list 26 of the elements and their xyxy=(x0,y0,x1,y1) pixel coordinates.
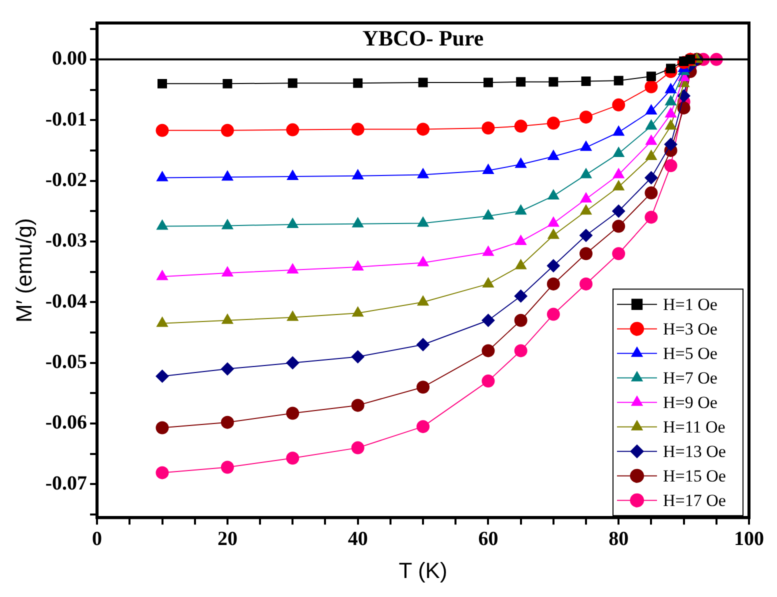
y-tick-label: -0.03 xyxy=(45,230,88,252)
chart-title: YBCO- Pure xyxy=(362,26,484,51)
y-tick-label: -0.04 xyxy=(45,290,88,312)
x-tick-label: 100 xyxy=(734,528,764,550)
y-tick-label: -0.06 xyxy=(45,412,88,434)
legend-label: H=1 Oe xyxy=(663,294,718,314)
x-tick-label: 80 xyxy=(608,528,629,550)
legend-label: H=13 Oe xyxy=(663,442,726,461)
legend-label: H=15 Oe xyxy=(663,466,726,486)
y-tick-label: -0.05 xyxy=(45,351,88,374)
x-axis-title: T (K) xyxy=(398,558,448,583)
legend-label: H=7 Oe xyxy=(663,368,718,388)
legend-label: H=17 Oe xyxy=(663,490,726,510)
legend-label: H=5 Oe xyxy=(663,344,718,363)
legend-label: H=3 Oe xyxy=(663,319,718,338)
x-tick-label: 20 xyxy=(217,528,238,550)
x-tick-label: 40 xyxy=(348,528,368,550)
y-axis-title: M′ (emu/g) xyxy=(11,218,36,322)
y-tick-label: -0.07 xyxy=(45,472,88,494)
legend-label: H=9 Oe xyxy=(663,392,718,412)
y-tick-label: -0.01 xyxy=(45,108,88,130)
x-tick-label: 60 xyxy=(478,528,498,550)
y-tick-label: -0.02 xyxy=(45,168,88,191)
legend-label: H=11 Oe xyxy=(663,417,726,436)
x-tick-label: 0 xyxy=(92,528,102,550)
y-tick-label: 0.00 xyxy=(52,48,88,70)
